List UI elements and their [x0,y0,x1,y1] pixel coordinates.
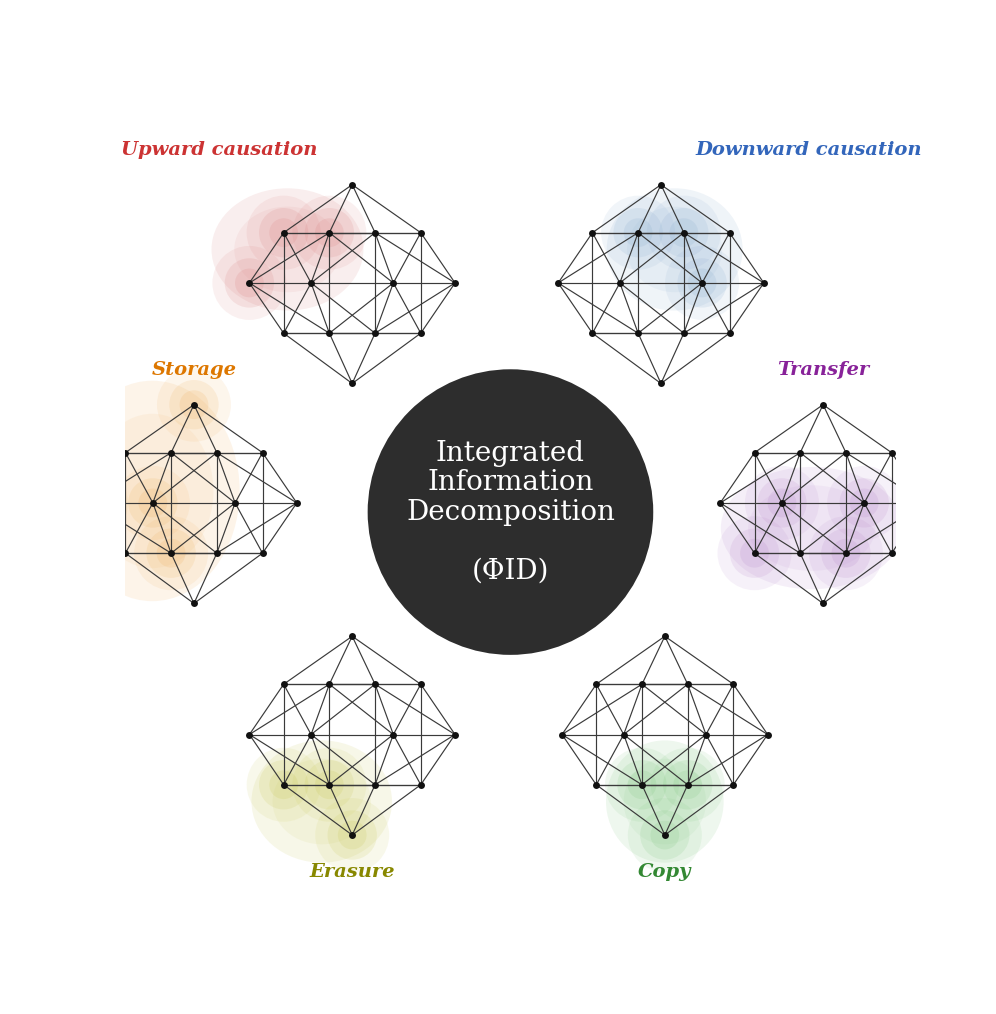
Circle shape [212,246,287,320]
Ellipse shape [748,486,875,571]
Ellipse shape [211,189,364,310]
Circle shape [640,810,689,860]
Circle shape [259,760,309,809]
Text: Transfer: Transfer [777,361,870,379]
Circle shape [179,390,208,419]
Circle shape [623,218,652,247]
Circle shape [169,380,219,429]
Circle shape [602,196,675,270]
Circle shape [740,538,769,568]
Ellipse shape [623,758,706,845]
Text: Decomposition: Decomposition [406,499,615,525]
Ellipse shape [251,740,392,863]
Circle shape [730,528,779,578]
Circle shape [646,196,721,270]
Text: Downward causation: Downward causation [695,141,922,158]
Ellipse shape [606,740,724,863]
Ellipse shape [273,758,371,845]
Circle shape [293,747,367,821]
Circle shape [315,218,344,247]
Circle shape [605,747,679,821]
Circle shape [305,208,354,258]
Ellipse shape [607,189,743,310]
Circle shape [225,259,274,307]
Text: (ΦID): (ΦID) [472,558,549,584]
Circle shape [768,489,797,517]
Circle shape [157,368,231,442]
Circle shape [659,208,708,258]
Circle shape [757,479,807,527]
Circle shape [293,196,367,270]
Circle shape [315,798,389,872]
Circle shape [328,810,376,860]
Ellipse shape [721,466,902,589]
Text: Storage: Storage [151,361,236,379]
Circle shape [269,771,298,799]
Circle shape [840,479,888,527]
Circle shape [822,528,871,578]
Circle shape [665,246,739,320]
Circle shape [138,489,167,517]
Circle shape [146,528,196,578]
Circle shape [128,479,177,527]
Text: Information: Information [427,469,594,496]
Text: Copy: Copy [638,863,691,881]
Ellipse shape [65,380,240,601]
Circle shape [650,747,725,821]
Text: Integrated: Integrated [436,440,585,466]
Circle shape [650,820,679,850]
Circle shape [850,489,878,517]
Circle shape [627,771,656,799]
Circle shape [247,747,321,821]
Circle shape [669,218,698,247]
Circle shape [54,465,128,539]
Circle shape [673,771,702,799]
Circle shape [235,269,264,297]
Circle shape [315,771,344,799]
Circle shape [618,760,666,809]
Circle shape [77,489,106,517]
Circle shape [259,208,309,258]
Text: Erasure: Erasure [310,863,395,881]
Circle shape [687,269,716,297]
Circle shape [627,798,702,872]
Text: Upward causation: Upward causation [122,141,318,158]
Circle shape [368,369,653,655]
Circle shape [832,538,861,568]
Circle shape [828,465,901,539]
Circle shape [745,465,819,539]
Ellipse shape [91,414,213,568]
Circle shape [269,218,298,247]
Circle shape [67,479,116,527]
Circle shape [156,538,185,568]
Ellipse shape [234,207,341,292]
Circle shape [663,760,712,809]
Circle shape [809,516,882,590]
Circle shape [677,259,727,307]
Circle shape [305,760,354,809]
Circle shape [134,516,208,590]
Ellipse shape [627,207,722,292]
Circle shape [717,516,792,590]
Circle shape [338,820,367,850]
Circle shape [614,208,662,258]
Circle shape [116,465,190,539]
Circle shape [247,196,321,270]
